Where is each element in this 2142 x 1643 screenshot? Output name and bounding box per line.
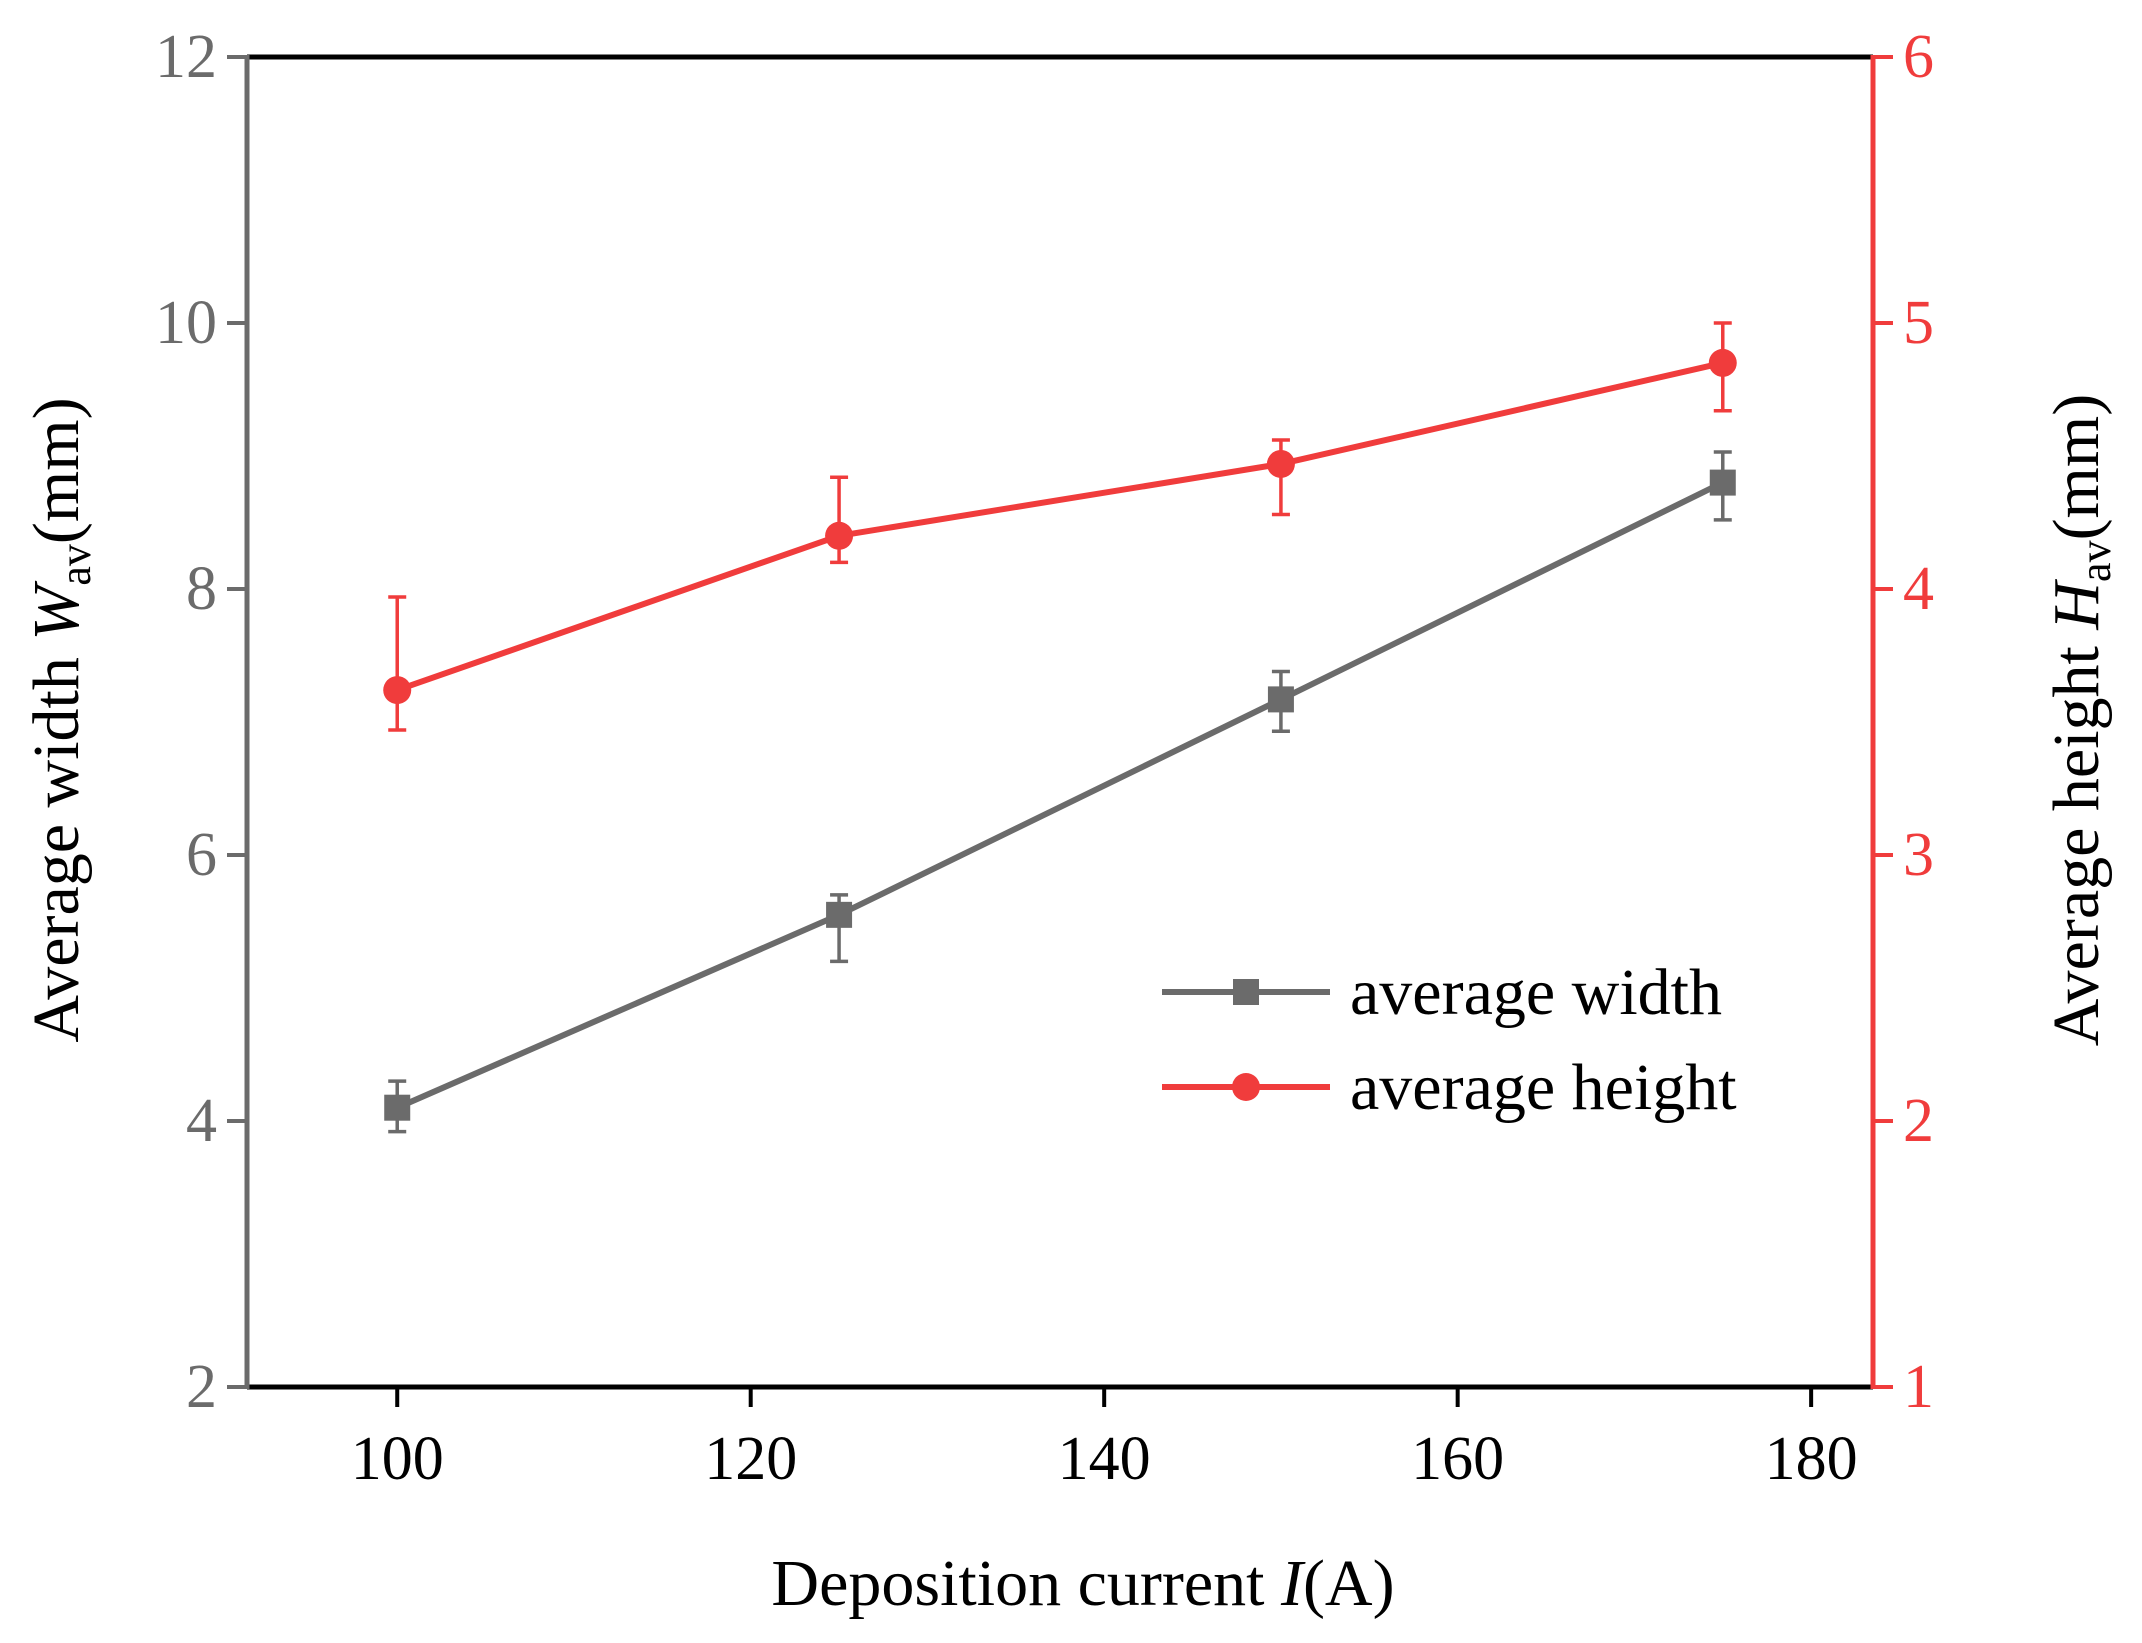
y-right-tick-label: 3 [1903, 821, 1934, 889]
x-axis-title: Deposition current I(A) [771, 1547, 1394, 1620]
data-point-square [1709, 469, 1736, 496]
y-right-tick-label: 1 [1903, 1353, 1934, 1421]
x-tick-label: 160 [1411, 1425, 1504, 1493]
legend: average width average height [1162, 956, 1737, 1124]
x-tick-label: 140 [1058, 1425, 1151, 1493]
data-point-square [384, 1094, 411, 1121]
y-left-axis-title: Average width Wav(mm) [20, 397, 100, 1042]
y-left-tick-label: 10 [155, 289, 217, 357]
data-point-square [826, 901, 853, 928]
legend-marker-circle [1232, 1073, 1260, 1101]
axes [244, 54, 1876, 1390]
y-left-tick-label: 4 [186, 1087, 217, 1155]
y-right-axis-title: Average height Hav(mm) [2040, 394, 2120, 1046]
series [383, 321, 1737, 1134]
data-point-circle [383, 676, 412, 705]
series-line [396, 479, 1725, 1111]
x-tick-label: 100 [351, 1425, 444, 1493]
x-tick-label: 180 [1765, 1425, 1858, 1493]
legend-marker-square [1233, 979, 1259, 1005]
data-point-circle [1708, 348, 1737, 377]
legend-label: average width [1350, 956, 1722, 1029]
legend-label: average height [1350, 1051, 1737, 1124]
data-point-circle [825, 521, 854, 550]
series-line [396, 359, 1724, 693]
data-point-square [1267, 686, 1294, 713]
y-left-tick-label: 8 [186, 555, 217, 623]
y-right-tick-label: 6 [1903, 23, 1934, 91]
y-right-tick-label: 4 [1903, 555, 1934, 623]
data-point-circle [1266, 449, 1295, 478]
y-right-tick-label: 5 [1903, 289, 1934, 357]
y-left-tick-label: 12 [155, 23, 217, 91]
x-tick-label: 120 [704, 1425, 797, 1493]
y-right-tick-label: 2 [1903, 1087, 1934, 1155]
y-left-tick-label: 6 [186, 821, 217, 889]
y-left-tick-label: 2 [186, 1353, 217, 1421]
